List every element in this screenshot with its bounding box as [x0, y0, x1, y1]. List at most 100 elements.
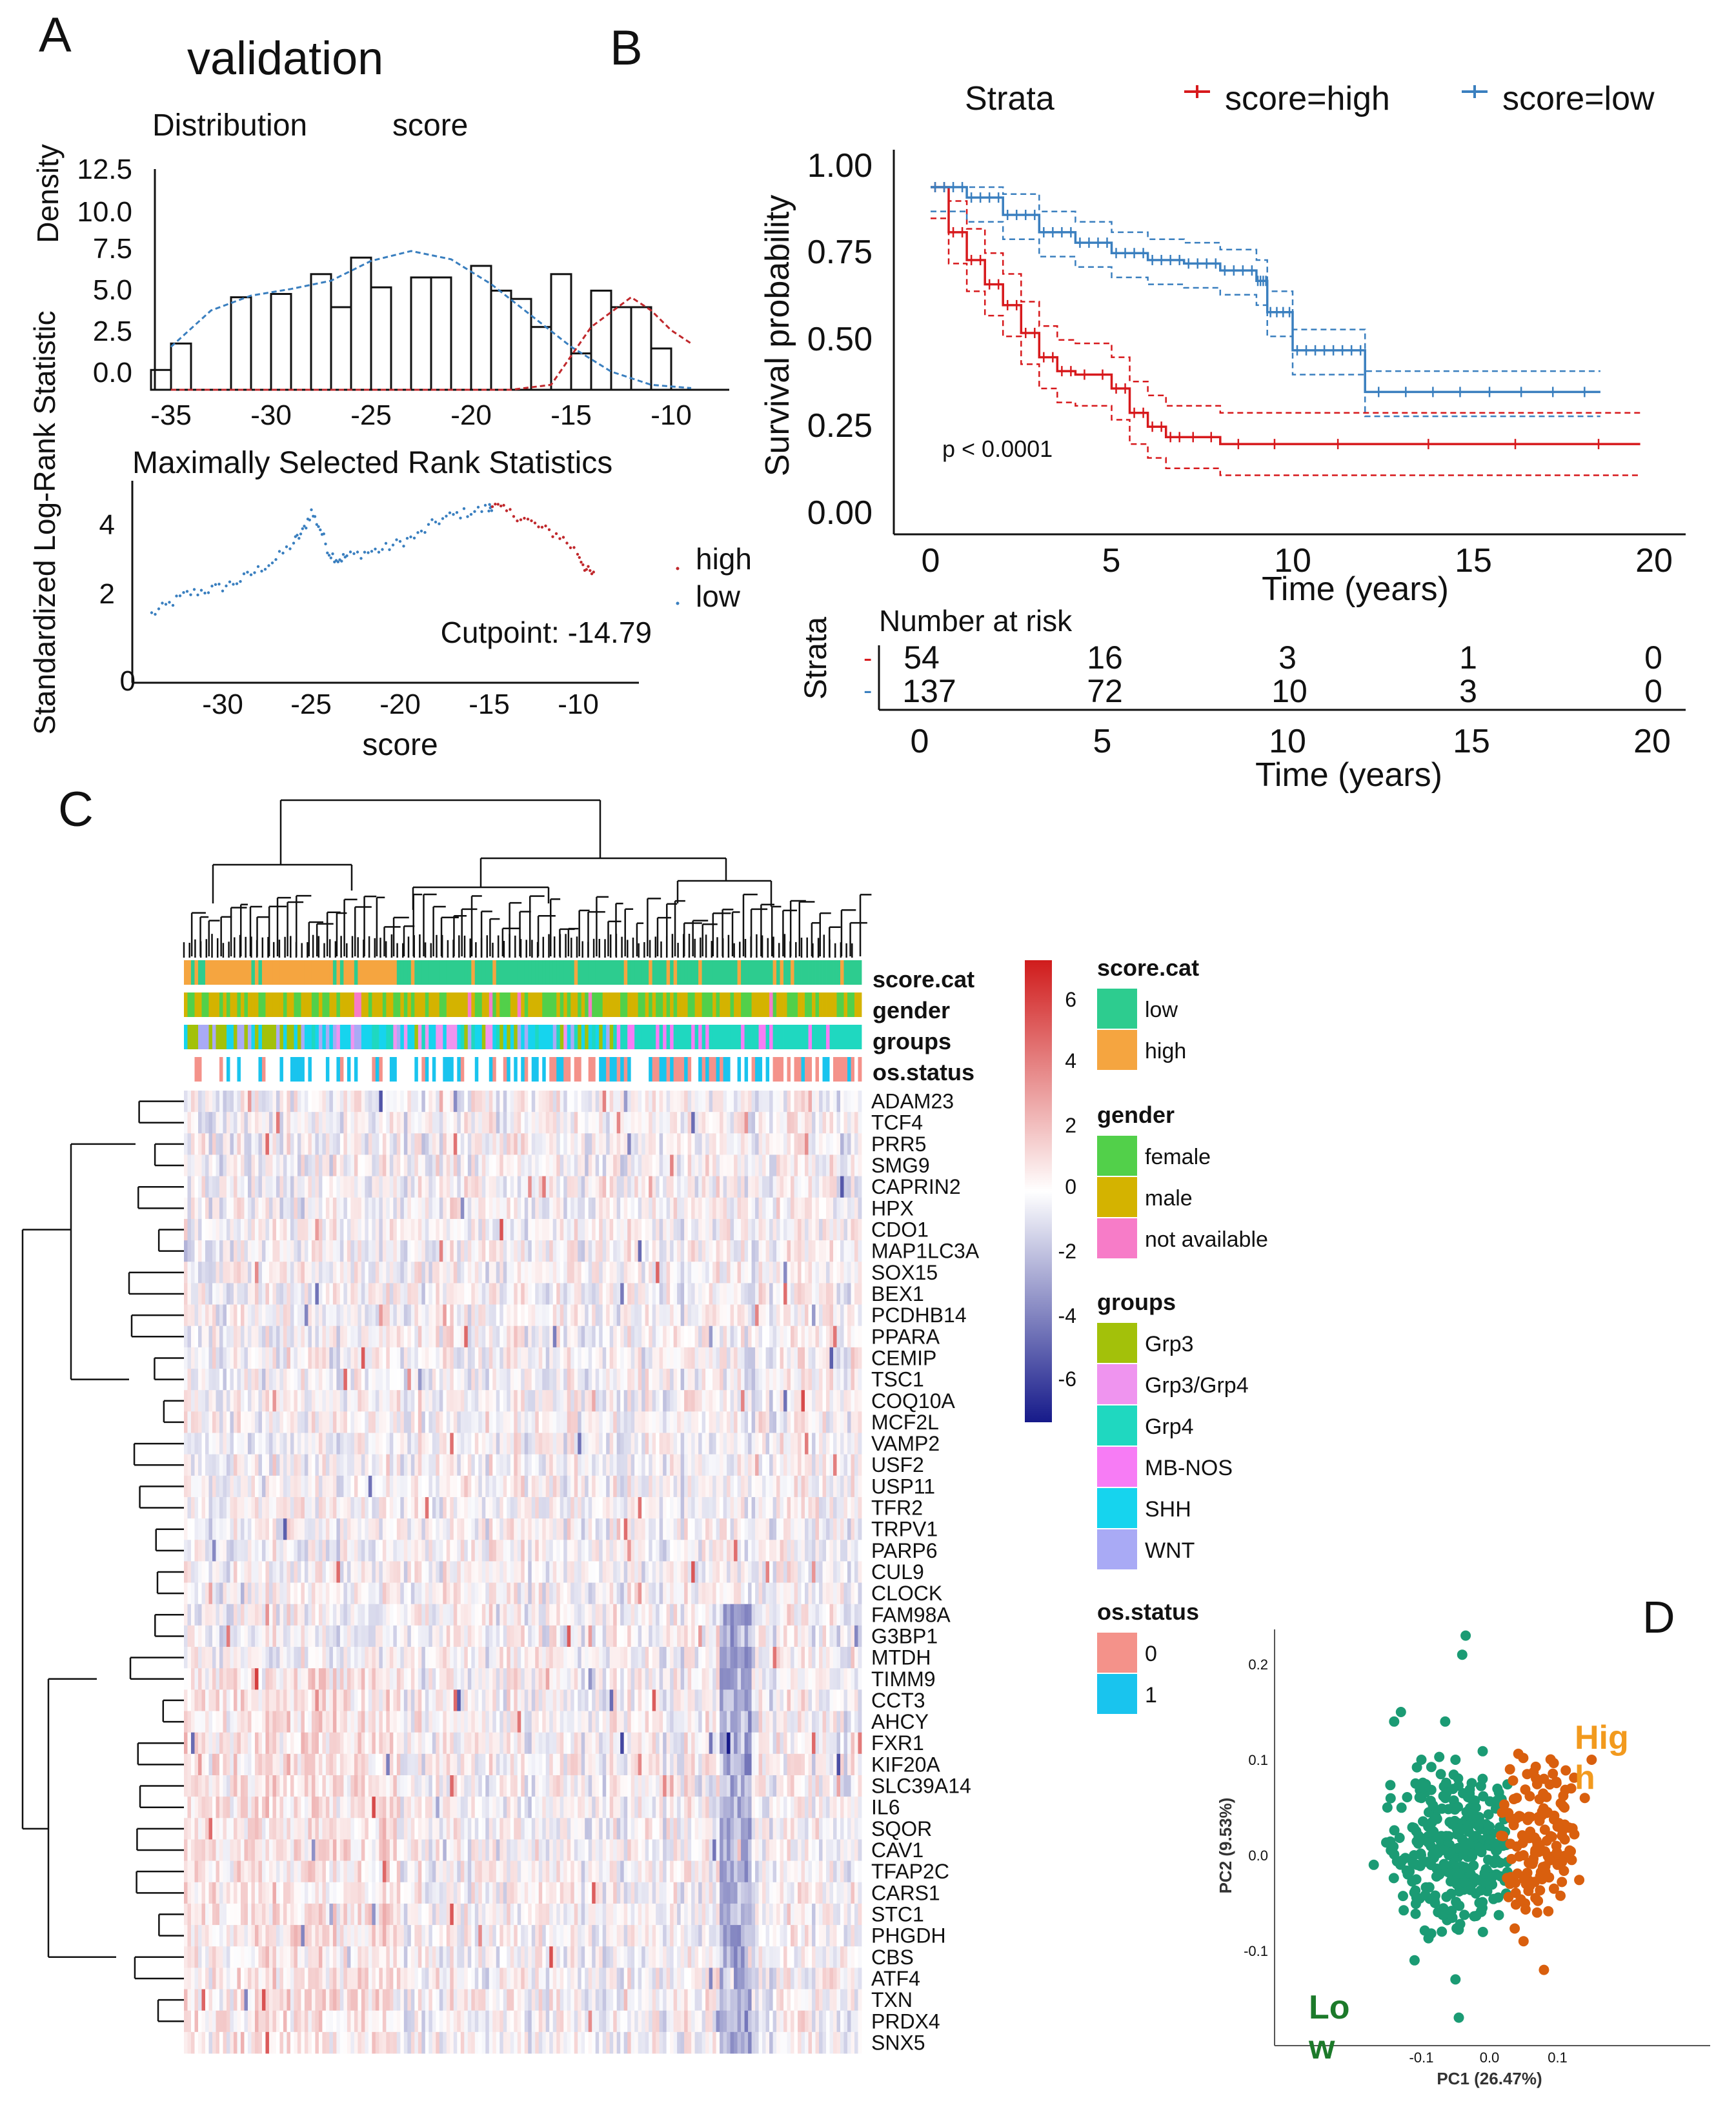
annotation-cell — [638, 992, 642, 1017]
heatmap-cell — [649, 1133, 653, 1155]
heatmap-cell — [645, 1262, 649, 1284]
annotation-cell — [510, 1057, 514, 1082]
heatmap-cell — [471, 1091, 476, 1113]
heatmap-cell — [347, 1433, 351, 1455]
heatmap-cell — [684, 1176, 689, 1198]
heatmap-cell — [538, 1176, 543, 1198]
heatmap-cell — [805, 1133, 809, 1155]
heatmap-cell — [279, 1411, 284, 1433]
heatmap-cell — [432, 1304, 436, 1327]
heatmap-cell — [574, 1240, 578, 1262]
annotation-cell — [627, 1025, 632, 1049]
heatmap-cell — [822, 1262, 827, 1284]
heatmap-cell — [698, 1176, 703, 1198]
heatmap-cell — [687, 1304, 692, 1327]
heatmap-cell — [187, 1176, 192, 1198]
annotation-cell — [805, 992, 809, 1017]
annotation-cell — [290, 1057, 294, 1082]
rank-statistic-point — [164, 603, 168, 606]
heatmap-cell — [769, 1304, 773, 1327]
annotation-cell — [339, 1057, 344, 1082]
heatmap-cell — [507, 1325, 511, 1348]
heatmap-cell — [833, 1283, 837, 1305]
heatmap-cell — [808, 1197, 812, 1220]
heatmap-cell — [311, 1454, 316, 1476]
annotation-cell — [496, 1025, 500, 1049]
heatmap-cell — [578, 1262, 582, 1284]
heatmap-cell — [446, 1325, 450, 1348]
heatmap-cell — [194, 1454, 199, 1476]
heatmap-cell — [609, 1454, 614, 1476]
heatmap-cell — [570, 1283, 575, 1305]
heatmap-cell — [329, 1091, 334, 1113]
annotation-cell — [727, 992, 731, 1017]
annotation-cell — [780, 960, 784, 985]
rank-statistic-point — [336, 560, 339, 563]
heatmap-cell — [322, 1262, 327, 1284]
heatmap-cell — [765, 1133, 770, 1155]
heatmap-cell — [226, 1133, 230, 1155]
heatmap-cell — [836, 1091, 841, 1113]
heatmap-cell — [556, 1176, 561, 1198]
heatmap-cell — [737, 1091, 742, 1113]
heatmap-cell — [843, 1325, 848, 1348]
heatmap-cell — [268, 1218, 273, 1241]
heatmap-cell — [478, 1433, 483, 1455]
heatmap-cell — [819, 1262, 823, 1284]
heatmap-cell — [258, 1133, 263, 1155]
heatmap-cell — [223, 1390, 227, 1412]
heatmap-cell — [464, 1347, 469, 1369]
rank-statistic-point — [592, 570, 595, 574]
heatmap-cell — [354, 1133, 358, 1155]
heatmap-cell — [450, 1325, 454, 1348]
heatmap-cell — [407, 1325, 412, 1348]
km-y-tick: 0.50 — [807, 321, 873, 358]
heatmap-cell — [187, 1325, 192, 1348]
heatmap-cell — [599, 1411, 603, 1433]
heatmap-cell — [737, 1411, 742, 1433]
heatmap-cell — [332, 1475, 337, 1498]
heatmap-cell — [652, 1133, 656, 1155]
heatmap-cell — [769, 1390, 773, 1412]
heatmap-cell — [446, 1411, 450, 1433]
annotation-cell — [414, 960, 419, 985]
heatmap-cell — [332, 1240, 337, 1262]
heatmap-cell — [311, 1262, 316, 1284]
heatmap-cell — [372, 1218, 376, 1241]
heatmap-cell — [727, 1112, 731, 1134]
heatmap-cell — [336, 1240, 341, 1262]
rank-statistic-point — [512, 515, 516, 518]
annotation-cell — [216, 960, 220, 985]
annotation-cell — [308, 1025, 312, 1049]
heatmap-cell — [343, 1240, 348, 1262]
annotation-cell — [439, 1057, 443, 1082]
heatmap-cell — [776, 1133, 780, 1155]
heatmap-cell — [744, 1262, 749, 1284]
heatmap-cell — [780, 1133, 784, 1155]
heatmap-cell — [389, 1433, 394, 1455]
heatmap-cell — [386, 1240, 390, 1262]
annotation-cell — [851, 992, 855, 1017]
heatmap-cell — [421, 1262, 426, 1284]
heatmap-cell — [826, 1283, 830, 1305]
heatmap-cell — [279, 1218, 284, 1241]
annotation-cell — [521, 1025, 525, 1049]
heatmap-cell — [531, 1176, 536, 1198]
annotation-cell — [634, 1025, 639, 1049]
heatmap-cell — [418, 1304, 422, 1327]
heatmap-cell — [187, 1304, 192, 1327]
rank-statistic-point — [319, 528, 322, 532]
heatmap-cell — [436, 1240, 440, 1262]
heatmap-cell — [535, 1347, 540, 1369]
heatmap-cell — [190, 1176, 195, 1198]
km-ci-upper — [931, 186, 1640, 414]
heatmap-cell — [311, 1240, 316, 1262]
rank-statistic-point — [317, 525, 320, 529]
annotation-cell — [581, 1057, 585, 1082]
heatmap-cell — [407, 1197, 412, 1220]
annotation-cell — [290, 1025, 294, 1049]
heatmap-cell — [570, 1262, 575, 1284]
heatmap-cell — [723, 1176, 727, 1198]
heatmap-cell — [840, 1369, 844, 1391]
heatmap-cell — [776, 1218, 780, 1241]
